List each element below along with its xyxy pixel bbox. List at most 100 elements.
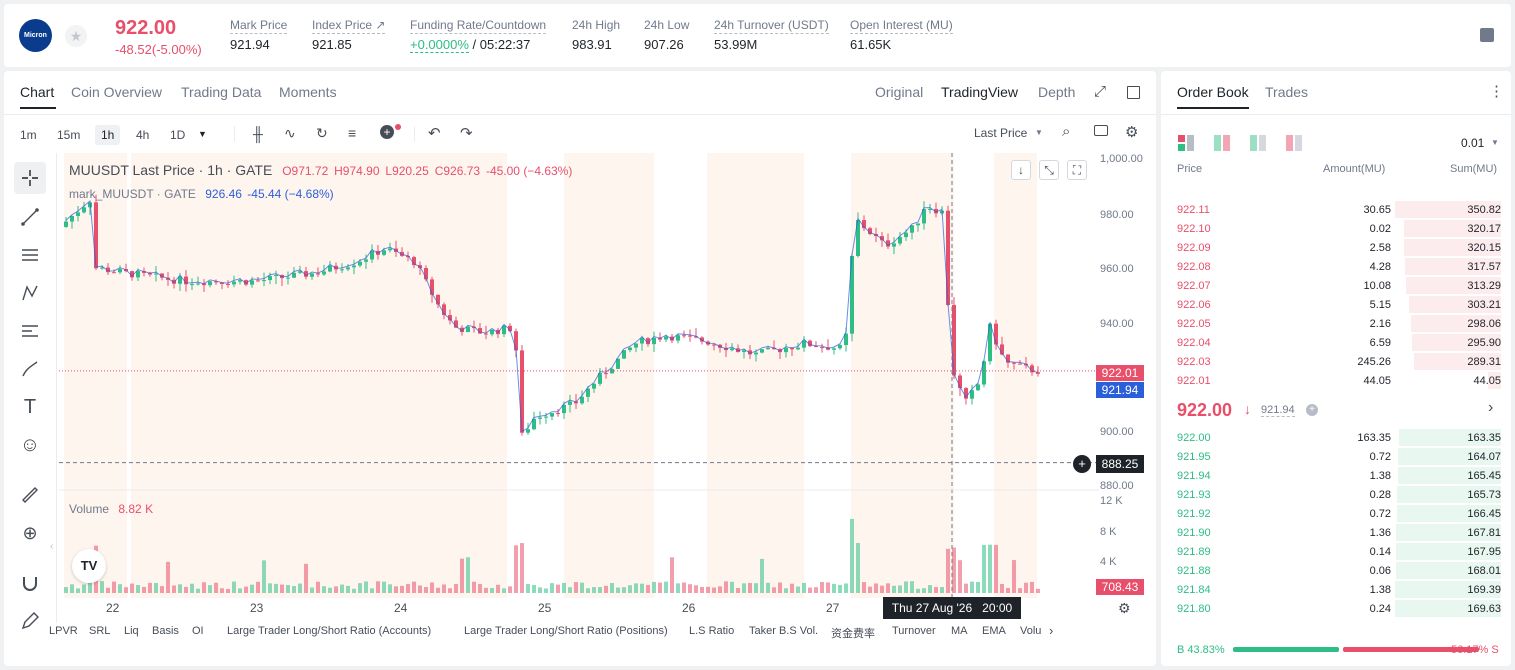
redo-icon[interactable]: ↷ bbox=[460, 125, 473, 142]
favorite-star-icon[interactable]: ★ bbox=[65, 25, 87, 47]
bid-row[interactable]: 921.94 1.38 165.45 bbox=[1161, 466, 1511, 485]
ruler-tool-icon[interactable] bbox=[14, 479, 46, 511]
ask-row[interactable]: 922.04 6.59 295.90 bbox=[1161, 333, 1511, 352]
search-icon[interactable]: ⌕ bbox=[1062, 123, 1071, 140]
vol-tick: 4 K bbox=[1100, 556, 1117, 568]
view-depth[interactable]: Depth bbox=[1038, 84, 1076, 100]
indicator-ema[interactable]: EMA bbox=[982, 625, 1006, 637]
tab-coin-overview[interactable]: Coin Overview bbox=[71, 84, 163, 100]
ask-row[interactable]: 922.08 4.28 317.57 bbox=[1161, 257, 1511, 276]
ask-row[interactable]: 922.05 2.16 298.06 bbox=[1161, 314, 1511, 333]
bid-row[interactable]: 921.95 0.72 164.07 bbox=[1161, 447, 1511, 466]
fib-tool-icon[interactable] bbox=[14, 239, 46, 271]
volume-bar bbox=[160, 586, 164, 593]
candle-type-icon[interactable]: ╫ bbox=[253, 126, 263, 142]
gear-icon[interactable]: ⚙ bbox=[1125, 124, 1139, 141]
candle-body bbox=[844, 333, 848, 346]
view-tradingview[interactable]: TradingView bbox=[941, 84, 1019, 100]
indicator-turnover[interactable]: Turnover bbox=[892, 625, 936, 637]
collapse-icon[interactable]: ⤡ bbox=[1039, 160, 1059, 180]
timeframe-1h[interactable]: 1h bbox=[95, 125, 121, 145]
scroll-down-icon[interactable]: ↓ bbox=[1011, 160, 1031, 180]
pencil-icon[interactable] bbox=[14, 605, 46, 637]
chevron-down-icon[interactable]: ▼ bbox=[1491, 138, 1499, 147]
text-tool-icon[interactable]: T bbox=[23, 395, 37, 418]
volume-bar bbox=[1000, 583, 1004, 593]
ask-row[interactable]: 922.07 10.08 313.29 bbox=[1161, 276, 1511, 295]
fullscreen-icon[interactable]: ⛶ bbox=[1067, 160, 1087, 180]
magnet-icon[interactable] bbox=[14, 567, 46, 599]
view-bids-icon[interactable] bbox=[1250, 135, 1266, 151]
bid-row[interactable]: 921.80 0.24 169.63 bbox=[1161, 599, 1511, 618]
crosshair-plus-icon[interactable]: + bbox=[1073, 455, 1091, 473]
tab-trades[interactable]: Trades bbox=[1265, 84, 1309, 100]
ask-row[interactable]: 922.10 0.02 320.17 bbox=[1161, 219, 1511, 238]
more-icon[interactable]: ⋮ bbox=[1489, 83, 1504, 100]
indicator-ls-ratio[interactable]: L.S Ratio bbox=[689, 625, 735, 637]
prediction-tool-icon[interactable] bbox=[14, 315, 46, 347]
chevron-right-icon[interactable]: › bbox=[1488, 399, 1494, 416]
book-icon[interactable] bbox=[1480, 28, 1494, 42]
pattern-tool-icon[interactable] bbox=[14, 277, 46, 309]
indicator-lt-accounts[interactable]: Large Trader Long/Short Ratio (Accounts) bbox=[227, 625, 432, 637]
bid-row[interactable]: 921.92 0.72 166.45 bbox=[1161, 504, 1511, 523]
indicator-lt-positions[interactable]: Large Trader Long/Short Ratio (Positions… bbox=[464, 625, 668, 637]
view-original[interactable]: Original bbox=[875, 84, 924, 100]
templates-icon[interactable]: ≡ bbox=[348, 125, 357, 141]
tab-trading-data[interactable]: Trading Data bbox=[181, 84, 262, 100]
expand-icon[interactable]: ⤢ bbox=[1094, 83, 1107, 100]
bid-row[interactable]: 921.89 0.14 167.95 bbox=[1161, 542, 1511, 561]
indicator-srl[interactable]: SRL bbox=[89, 625, 111, 637]
bid-row[interactable]: 921.84 1.38 169.39 bbox=[1161, 580, 1511, 599]
ask-row[interactable]: 922.06 5.15 303.21 bbox=[1161, 295, 1511, 314]
ask-row[interactable]: 922.01 44.05 44.05 bbox=[1161, 371, 1511, 390]
bid-row[interactable]: 921.88 0.06 168.01 bbox=[1161, 561, 1511, 580]
indicator-taker-vol[interactable]: Taker B.S Vol. bbox=[749, 625, 819, 637]
view-both-icon[interactable] bbox=[1178, 135, 1194, 151]
timeframe-15m[interactable]: 15m bbox=[57, 128, 81, 142]
indicator-funding[interactable]: 资金费率 bbox=[831, 628, 875, 640]
candlestick-chart[interactable] bbox=[59, 153, 1099, 598]
candle-body bbox=[634, 343, 638, 348]
chevron-down-icon[interactable]: ▼ bbox=[198, 129, 207, 139]
indicator-basis[interactable]: Basis bbox=[152, 625, 179, 637]
trend-line-tool-icon[interactable] bbox=[14, 201, 46, 233]
tab-order-book[interactable]: Order Book bbox=[1177, 84, 1249, 100]
bid-row[interactable]: 921.90 1.36 167.81 bbox=[1161, 523, 1511, 542]
view-depth-icon[interactable] bbox=[1214, 135, 1230, 151]
add-alert-icon[interactable]: + bbox=[380, 125, 394, 139]
timeframe-4h[interactable]: 4h bbox=[136, 128, 150, 142]
bid-row[interactable]: 922.00 163.35 163.35 bbox=[1161, 428, 1511, 447]
ask-row[interactable]: 922.03 245.26 289.31 bbox=[1161, 352, 1511, 371]
undo-icon[interactable]: ↶ bbox=[428, 125, 441, 142]
zoom-in-icon[interactable]: ⊕ bbox=[22, 522, 38, 543]
indicator-ma[interactable]: MA bbox=[951, 625, 968, 637]
bid-row[interactable]: 921.93 0.28 165.73 bbox=[1161, 485, 1511, 504]
crosshair-tool-icon[interactable] bbox=[14, 162, 46, 194]
collapse-left-icon[interactable]: ‹ bbox=[50, 541, 54, 552]
price-type-select[interactable]: Last Price bbox=[974, 126, 1028, 140]
tab-moments[interactable]: Moments bbox=[279, 84, 337, 100]
indicator-liq[interactable]: Liq bbox=[124, 625, 139, 637]
camera-icon[interactable] bbox=[1094, 125, 1108, 136]
brush-tool-icon[interactable] bbox=[14, 353, 46, 385]
tab-chart[interactable]: Chart bbox=[20, 84, 55, 100]
indicator-volume[interactable]: Volu bbox=[1020, 625, 1042, 637]
index-price-label[interactable]: Index Price ↗ bbox=[312, 18, 386, 34]
axis-settings-icon[interactable]: ⚙ bbox=[1118, 600, 1131, 616]
info-icon[interactable]: + bbox=[1306, 404, 1318, 416]
precision-select[interactable]: 0.01 bbox=[1461, 136, 1485, 150]
window-icon[interactable] bbox=[1127, 86, 1140, 99]
timeframe-1d[interactable]: 1D bbox=[170, 128, 186, 142]
view-asks-icon[interactable] bbox=[1286, 135, 1302, 151]
indicator-oi[interactable]: OI bbox=[192, 625, 204, 637]
ask-row[interactable]: 922.11 30.65 350.82 bbox=[1161, 200, 1511, 219]
emoji-tool-icon[interactable]: ☺ bbox=[19, 433, 41, 456]
ask-row[interactable]: 922.09 2.58 320.15 bbox=[1161, 238, 1511, 257]
compare-icon[interactable]: ↻ bbox=[316, 125, 328, 141]
chevron-down-icon[interactable]: ▼ bbox=[1035, 128, 1043, 137]
chevron-right-icon[interactable]: › bbox=[1049, 623, 1054, 638]
indicator-lpvr[interactable]: LPVR bbox=[49, 625, 78, 637]
indicators-icon[interactable]: ∿ bbox=[284, 125, 296, 141]
timeframe-1m[interactable]: 1m bbox=[20, 128, 37, 142]
